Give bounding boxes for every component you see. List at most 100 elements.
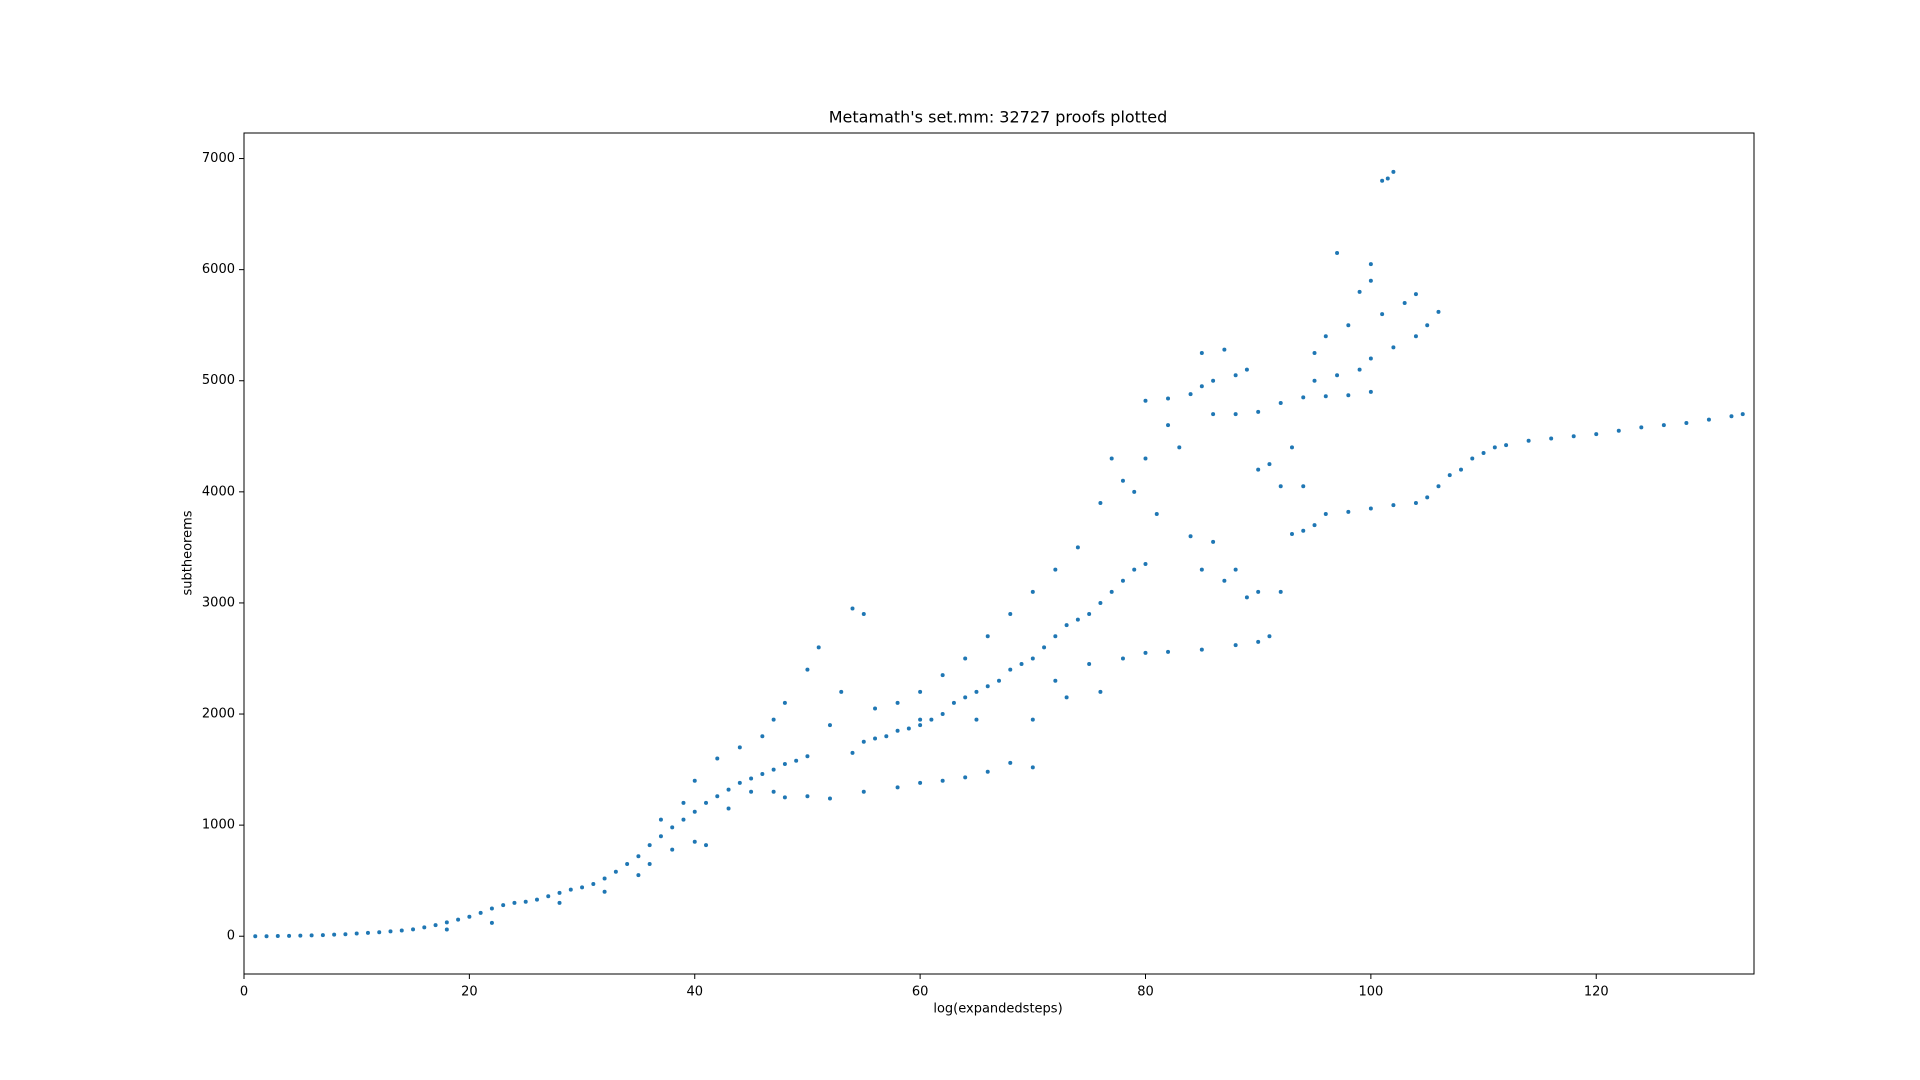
point	[354, 931, 359, 936]
point	[1368, 278, 1373, 283]
point	[534, 897, 539, 902]
point	[1368, 389, 1373, 394]
x-tick-label: 40	[686, 985, 703, 1000]
point	[1132, 489, 1137, 494]
point	[1087, 612, 1092, 617]
point	[613, 869, 618, 874]
point	[264, 934, 269, 939]
point	[850, 606, 855, 611]
point	[1030, 656, 1035, 661]
point	[951, 700, 956, 705]
point	[895, 785, 900, 790]
point	[749, 789, 754, 794]
point	[332, 932, 337, 937]
point	[704, 843, 709, 848]
point	[1030, 765, 1035, 770]
point	[1053, 678, 1058, 683]
point	[557, 890, 562, 895]
point	[1346, 509, 1351, 514]
point	[1278, 400, 1283, 405]
point	[963, 656, 968, 661]
point	[422, 925, 427, 930]
point	[636, 854, 641, 859]
point	[1098, 689, 1103, 694]
point	[771, 789, 776, 794]
point	[1492, 445, 1497, 450]
point	[557, 900, 562, 905]
point	[602, 889, 607, 894]
point	[467, 914, 472, 919]
point	[861, 612, 866, 617]
point	[1425, 495, 1430, 500]
point	[456, 917, 461, 922]
point	[1030, 717, 1035, 722]
point	[1312, 350, 1317, 355]
point	[411, 927, 416, 932]
point	[839, 689, 844, 694]
point	[782, 762, 787, 767]
point	[715, 794, 720, 799]
point	[974, 717, 979, 722]
point	[1323, 394, 1328, 399]
point	[1436, 484, 1441, 489]
x-tick-label: 100	[1358, 985, 1383, 1000]
point	[771, 767, 776, 772]
point	[670, 825, 675, 830]
point	[1357, 367, 1362, 372]
point	[1413, 292, 1418, 297]
point	[940, 712, 945, 717]
point	[399, 928, 404, 933]
point	[1278, 589, 1283, 594]
point	[737, 745, 742, 750]
point	[1380, 178, 1385, 183]
point	[377, 930, 382, 935]
point	[850, 750, 855, 755]
point	[1323, 512, 1328, 517]
point	[940, 673, 945, 678]
point	[1199, 567, 1204, 572]
point	[1143, 562, 1148, 567]
point	[1459, 467, 1464, 472]
point	[1661, 423, 1666, 428]
point	[1154, 512, 1159, 517]
point	[1064, 623, 1069, 628]
point	[1008, 760, 1013, 765]
point	[1132, 567, 1137, 572]
point	[861, 739, 866, 744]
x-tick-label: 60	[912, 985, 929, 1000]
point	[760, 734, 765, 739]
x-tick-label: 20	[461, 985, 478, 1000]
plot-frame	[243, 132, 1755, 975]
point	[1120, 478, 1125, 483]
point	[805, 667, 810, 672]
point	[963, 775, 968, 780]
point	[805, 754, 810, 759]
point	[1391, 345, 1396, 350]
point	[985, 769, 990, 774]
point	[1594, 432, 1599, 437]
x-tick-label: 120	[1584, 985, 1609, 1000]
point	[1098, 600, 1103, 605]
point	[884, 734, 889, 739]
point	[388, 929, 393, 934]
point	[692, 809, 697, 814]
point	[918, 717, 923, 722]
point	[647, 843, 652, 848]
point	[1368, 506, 1373, 511]
point	[681, 800, 686, 805]
point	[1019, 662, 1024, 667]
point	[1233, 373, 1238, 378]
point	[985, 684, 990, 689]
point	[1064, 695, 1069, 700]
point	[1549, 436, 1554, 441]
point	[1166, 396, 1171, 401]
point	[974, 689, 979, 694]
point	[298, 933, 303, 938]
point	[749, 776, 754, 781]
point	[1008, 612, 1013, 617]
point	[1346, 393, 1351, 398]
point	[343, 932, 348, 937]
point	[489, 920, 494, 925]
